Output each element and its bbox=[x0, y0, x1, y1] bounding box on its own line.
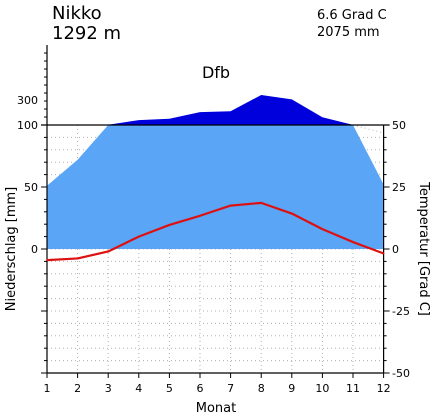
temperature-point bbox=[107, 250, 109, 253]
temperature-point bbox=[46, 259, 48, 261]
precipitation-areas bbox=[47, 95, 384, 249]
annual-temperature: 6.6 Grad C bbox=[317, 8, 387, 23]
temperature-point bbox=[260, 202, 263, 204]
temperature-point bbox=[229, 204, 232, 207]
y-tick-label-right: 0 bbox=[392, 243, 399, 256]
temperature-point bbox=[199, 214, 201, 217]
x-tick-label: 10 bbox=[315, 382, 329, 395]
climate-class: Dfb bbox=[202, 63, 230, 82]
grid-line-diagonal bbox=[352, 124, 384, 134]
x-tick-label: 4 bbox=[135, 382, 142, 395]
x-tick-label: 12 bbox=[377, 382, 391, 395]
x-axis-title: Monat bbox=[196, 401, 236, 416]
station-name: Nikko bbox=[52, 3, 102, 24]
temperature-series bbox=[46, 201, 385, 262]
x-tick-label: 11 bbox=[346, 382, 360, 395]
precipitation-area-humid bbox=[47, 125, 384, 249]
temperature-point bbox=[76, 257, 79, 260]
y-tick-label-left: 300 bbox=[17, 94, 38, 107]
y-tick-label-right: 25 bbox=[392, 181, 406, 194]
temperature-point bbox=[291, 212, 293, 215]
precipitation-area-very-humid bbox=[106, 95, 354, 125]
temperature-point bbox=[352, 241, 354, 243]
temperature-line bbox=[46, 201, 384, 262]
temperature-point bbox=[138, 235, 140, 238]
y-tick-label-right: -25 bbox=[392, 305, 410, 318]
temperature-point bbox=[382, 252, 385, 255]
y-axis-title-left: Niederschlag [mm] bbox=[4, 187, 19, 312]
y-tick-label-right: 50 bbox=[392, 119, 406, 132]
y-axis-title-right: Temperatur [Grad C] bbox=[416, 181, 431, 316]
x-tick-label: 3 bbox=[105, 382, 112, 395]
temperature-point bbox=[321, 228, 324, 230]
y-tick-label-left: 100 bbox=[17, 119, 38, 132]
y-tick-label-right: -50 bbox=[392, 367, 410, 380]
x-tick-label: 5 bbox=[166, 382, 173, 395]
temperature-point bbox=[168, 224, 171, 226]
x-tick-label: 7 bbox=[227, 382, 234, 395]
y-tick-label-left: 0 bbox=[31, 243, 38, 256]
y-tick-label-left: 50 bbox=[24, 181, 38, 194]
x-tick-label: 6 bbox=[197, 382, 204, 395]
x-tick-label: 2 bbox=[74, 382, 81, 395]
station-elevation: 1292 m bbox=[52, 23, 121, 44]
x-tick-label: 9 bbox=[288, 382, 295, 395]
axes bbox=[41, 45, 390, 378]
x-tick-label: 8 bbox=[258, 382, 265, 395]
annual-precipitation: 2075 mm bbox=[317, 25, 380, 40]
x-tick-label: 1 bbox=[44, 382, 51, 395]
labels: Nikko 1292 m 6.6 Grad C 2075 mm Dfb Mona… bbox=[4, 3, 431, 416]
